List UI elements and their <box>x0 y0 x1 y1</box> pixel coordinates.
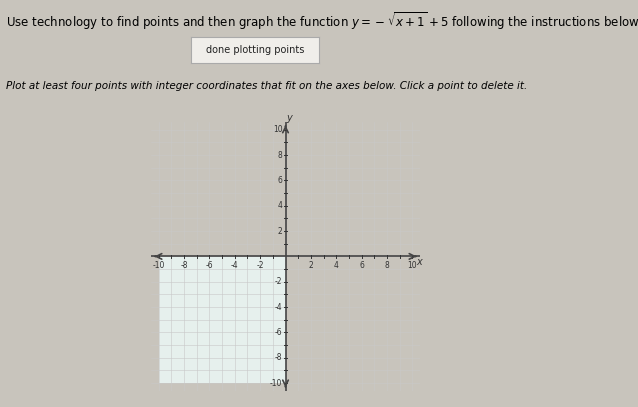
Text: -8: -8 <box>275 353 283 362</box>
Bar <box>159 256 285 383</box>
Text: 2: 2 <box>308 261 313 270</box>
Text: 4: 4 <box>334 261 339 270</box>
Text: -4: -4 <box>275 302 283 312</box>
Text: -8: -8 <box>181 261 188 270</box>
Text: -6: -6 <box>205 261 213 270</box>
Text: 6: 6 <box>278 176 283 185</box>
Text: -2: -2 <box>256 261 264 270</box>
Text: Use technology to find points and then graph the function $y = -\sqrt{x+1} + 5$ : Use technology to find points and then g… <box>6 10 638 32</box>
Text: 8: 8 <box>278 151 283 160</box>
Text: done plotting points: done plotting points <box>206 45 304 55</box>
Text: 10: 10 <box>408 261 417 270</box>
Text: x: x <box>417 257 422 267</box>
Text: 6: 6 <box>359 261 364 270</box>
Text: y: y <box>286 113 292 123</box>
Text: -2: -2 <box>275 277 283 286</box>
Text: 8: 8 <box>385 261 389 270</box>
Text: 10: 10 <box>272 125 283 134</box>
Text: 4: 4 <box>278 201 283 210</box>
Text: -10: -10 <box>270 379 283 387</box>
Text: 2: 2 <box>278 227 283 236</box>
Text: -6: -6 <box>275 328 283 337</box>
Text: Plot at least four points with integer coordinates that fit on the axes below. C: Plot at least four points with integer c… <box>6 81 528 92</box>
Text: -4: -4 <box>231 261 239 270</box>
Text: -10: -10 <box>152 261 165 270</box>
